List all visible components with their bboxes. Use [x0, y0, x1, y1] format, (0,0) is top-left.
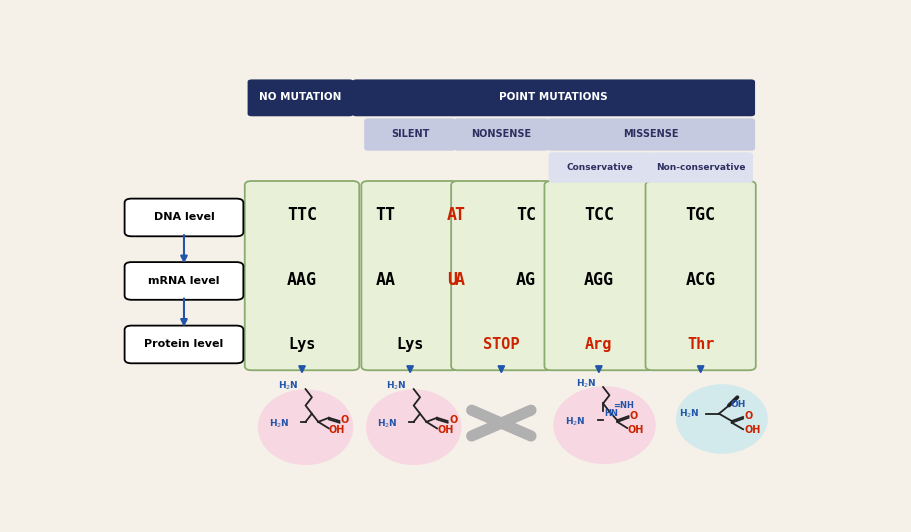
Ellipse shape [675, 384, 767, 454]
Text: =NH: =NH [612, 401, 633, 410]
Text: OH: OH [627, 425, 643, 435]
Text: POINT MUTATIONS: POINT MUTATIONS [498, 93, 608, 103]
FancyBboxPatch shape [451, 181, 551, 370]
FancyBboxPatch shape [454, 118, 548, 151]
Text: Protein level: Protein level [144, 339, 223, 350]
FancyBboxPatch shape [645, 181, 755, 370]
Text: SILENT: SILENT [391, 129, 429, 139]
Text: HN: HN [604, 409, 618, 418]
Text: O: O [448, 415, 456, 425]
Text: OH: OH [730, 400, 745, 409]
Text: Non-conservative: Non-conservative [655, 163, 744, 172]
FancyBboxPatch shape [352, 79, 754, 117]
Text: H$_2$N: H$_2$N [385, 380, 406, 393]
Text: ACG: ACG [685, 271, 715, 289]
FancyBboxPatch shape [361, 181, 458, 370]
Text: AG: AG [516, 271, 536, 289]
Text: mRNA level: mRNA level [148, 276, 220, 286]
Text: Arg: Arg [585, 337, 612, 352]
Text: A: A [446, 206, 456, 225]
Text: Conservative: Conservative [567, 163, 633, 172]
Text: H$_2$N: H$_2$N [376, 417, 397, 430]
Text: O: O [341, 415, 349, 425]
Text: TT: TT [375, 206, 395, 225]
Text: A: A [454, 271, 464, 289]
FancyBboxPatch shape [125, 198, 243, 236]
FancyBboxPatch shape [548, 152, 651, 182]
Text: Thr: Thr [686, 337, 713, 352]
Text: OH: OH [329, 425, 345, 435]
Text: NONSENSE: NONSENSE [471, 129, 531, 139]
Text: H$_2$N: H$_2$N [269, 417, 289, 430]
FancyBboxPatch shape [125, 262, 243, 300]
Text: H$_2$N: H$_2$N [565, 415, 586, 428]
FancyBboxPatch shape [648, 152, 752, 182]
Ellipse shape [365, 389, 461, 465]
FancyBboxPatch shape [363, 118, 456, 151]
FancyBboxPatch shape [547, 118, 754, 151]
Text: NO MUTATION: NO MUTATION [259, 93, 342, 103]
Text: DNA level: DNA level [153, 212, 214, 222]
Text: U: U [446, 271, 456, 289]
Text: O: O [630, 411, 638, 421]
Ellipse shape [553, 386, 655, 464]
FancyBboxPatch shape [244, 181, 359, 370]
Text: H$_2$N: H$_2$N [278, 380, 298, 393]
Text: AAG: AAG [287, 271, 317, 289]
Text: STOP: STOP [483, 337, 519, 352]
Text: Lys: Lys [288, 337, 315, 352]
Text: AA: AA [375, 271, 395, 289]
FancyBboxPatch shape [544, 181, 652, 370]
FancyBboxPatch shape [125, 326, 243, 363]
Text: T: T [454, 206, 464, 225]
Text: H$_2$N: H$_2$N [576, 378, 596, 390]
Text: Lys: Lys [396, 337, 424, 352]
Text: OH: OH [436, 425, 453, 435]
Text: TCC: TCC [583, 206, 613, 225]
Text: O: O [743, 411, 752, 421]
Text: AGG: AGG [583, 271, 613, 289]
Text: H$_2$N: H$_2$N [678, 408, 699, 420]
Text: TTC: TTC [287, 206, 317, 225]
FancyBboxPatch shape [247, 79, 353, 117]
Ellipse shape [258, 389, 353, 465]
Text: TGC: TGC [685, 206, 715, 225]
Text: TC: TC [516, 206, 536, 225]
Text: MISSENSE: MISSENSE [623, 129, 678, 139]
Text: OH: OH [743, 425, 760, 435]
